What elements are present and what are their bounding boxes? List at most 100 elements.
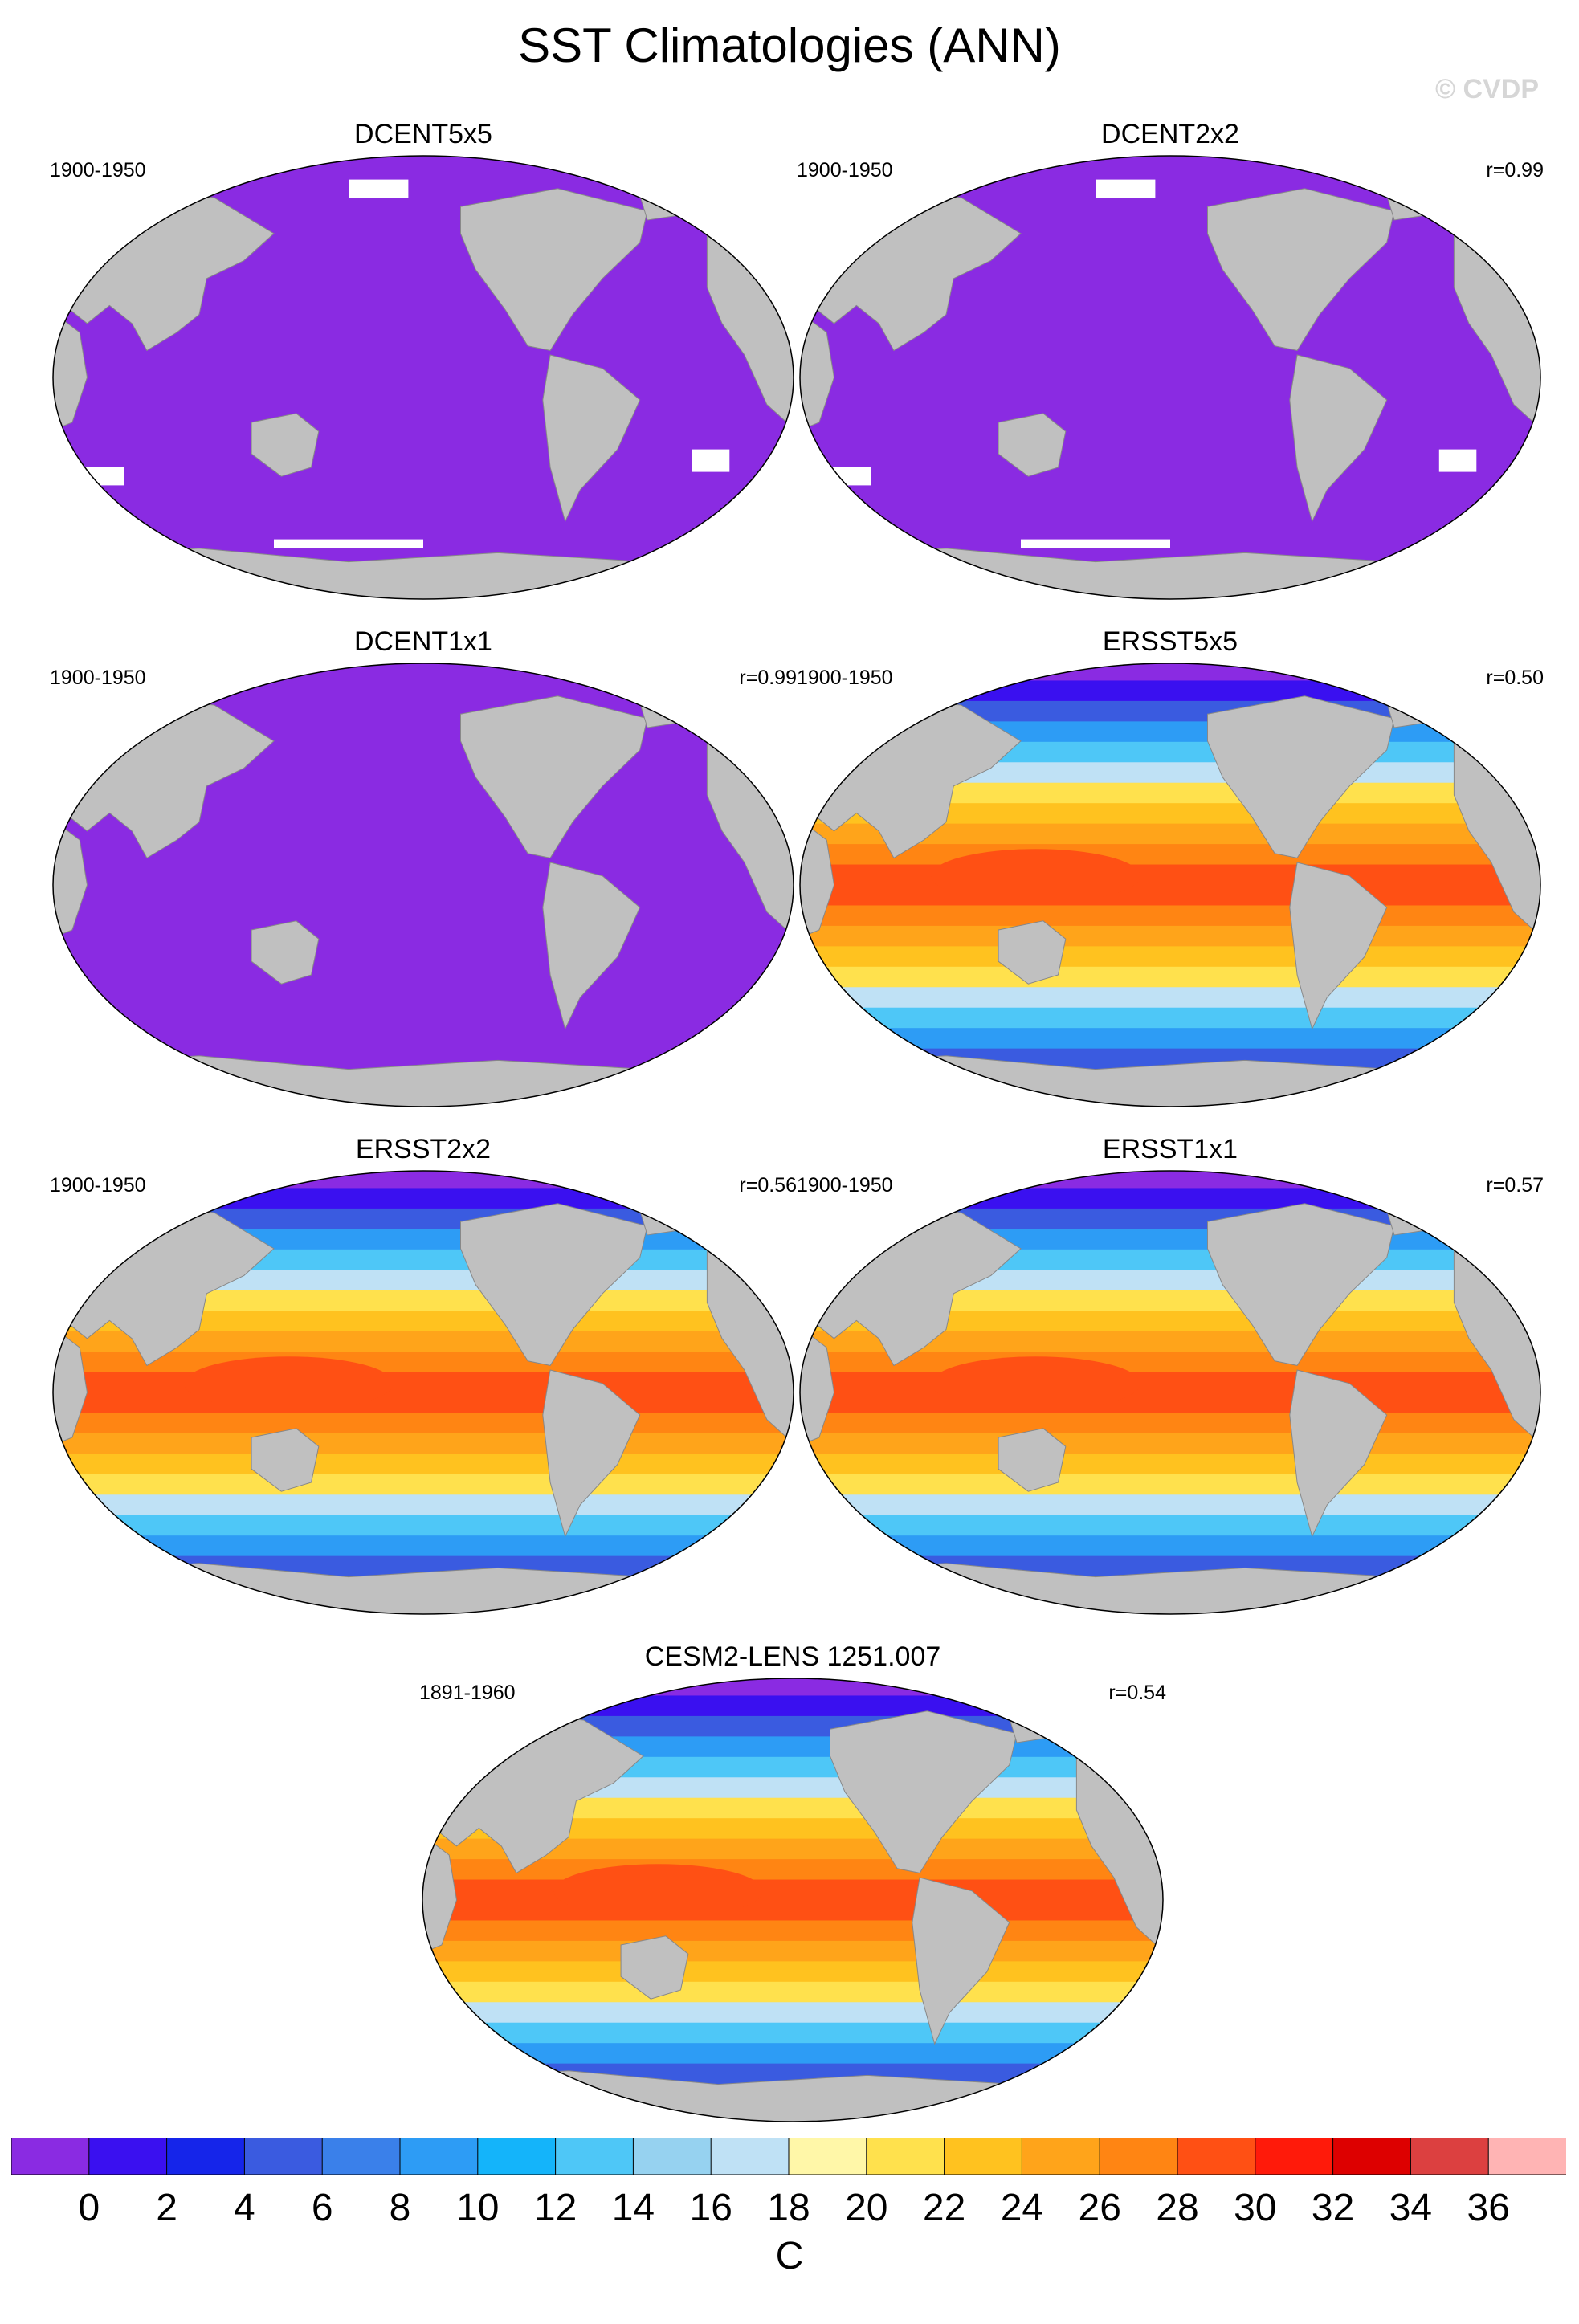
- land-mass: [542, 1369, 641, 1538]
- panel-title: CESM2-LENS 1251.007: [644, 1641, 941, 1672]
- world-map: [799, 155, 1541, 600]
- map-border: [52, 1170, 794, 1615]
- colorbar-tick: 22: [922, 2187, 966, 2229]
- colorbar-swatch: [1255, 2138, 1334, 2175]
- panel-period: 1891-1960: [419, 1682, 516, 1704]
- sst-band: [800, 966, 1540, 989]
- sst-band: [422, 1920, 1163, 1942]
- land-mass: [620, 1935, 689, 2000]
- colorbar-swatch: [1410, 2138, 1490, 2175]
- colorbar-swatch: [788, 2138, 867, 2175]
- colorbar-swatch: [710, 2138, 790, 2175]
- land-mass: [542, 354, 641, 523]
- colorbar-swatch: [555, 2138, 634, 2175]
- colorbar-swatch: [477, 2138, 557, 2175]
- sst-band: [800, 1474, 1540, 1496]
- panel-title: ERSST1x1: [1102, 1134, 1238, 1164]
- map-panel-ersst2x2: ERSST2x2 1900-1950 r=0.56: [50, 1134, 797, 1624]
- colorbar-tick: 20: [845, 2187, 888, 2229]
- sst-band: [422, 2043, 1163, 2065]
- sst-band: [800, 1494, 1540, 1516]
- sst-band: [800, 1413, 1540, 1434]
- sst-band: [53, 1494, 794, 1516]
- map-border: [422, 1678, 1164, 2122]
- sst-band: [800, 680, 1540, 702]
- colorbar-swatch: [1487, 2138, 1566, 2175]
- colorbar-swatch: [1099, 2138, 1178, 2175]
- sst-band: [800, 885, 1540, 907]
- land-mass: [1289, 1369, 1388, 1538]
- land-mass: [53, 1323, 88, 1447]
- land-mass: [1289, 354, 1388, 523]
- panel-title: DCENT2x2: [1101, 119, 1239, 149]
- land-mass: [1207, 695, 1395, 858]
- figure-title: SST Climatologies (ANN): [518, 18, 1061, 72]
- missing-data: [64, 467, 124, 486]
- map-border: [799, 155, 1541, 600]
- colorbar-swatch: [1177, 2138, 1256, 2175]
- sst-band: [53, 1454, 794, 1475]
- sst-band: [800, 1007, 1540, 1029]
- panel-correlation: r=0.50: [1486, 667, 1544, 689]
- panel-title: ERSST2x2: [355, 1134, 492, 1164]
- land-mass: [912, 1877, 1010, 2045]
- sst-band: [53, 1515, 794, 1537]
- colorbar-tick: 6: [311, 2187, 333, 2229]
- panel-correlation: r=0.99: [739, 667, 797, 689]
- map-border: [799, 1170, 1541, 1615]
- colorbar-swatch: [1021, 2138, 1101, 2175]
- sst-band: [422, 1695, 1163, 1717]
- world-map: [422, 1678, 1164, 2122]
- land-mass: [422, 1831, 458, 1955]
- panel-correlation: r=0.56: [739, 1174, 797, 1197]
- sst-band: [800, 1028, 1540, 1050]
- land-mass: [800, 816, 835, 940]
- map-panel-ersst1x1: ERSST1x1 1900-1950 r=0.57: [797, 1134, 1544, 1624]
- sst-band: [422, 2022, 1163, 2045]
- land-mass: [998, 920, 1067, 985]
- sst-band: [53, 1188, 794, 1209]
- land-mass: [251, 1428, 320, 1492]
- world-map: [52, 155, 794, 600]
- colorbar-tick: 2: [156, 2187, 177, 2229]
- panel-period: 1900-1950: [797, 159, 893, 181]
- colorbar-tick: 0: [78, 2187, 100, 2229]
- land-mass: [460, 1203, 648, 1366]
- colorbar-swatch: [243, 2138, 324, 2175]
- world-map: [52, 1170, 794, 1615]
- land-mass: [460, 695, 648, 858]
- panel-title: DCENT5x5: [354, 119, 492, 149]
- map-border: [52, 663, 794, 1107]
- missing-data: [1096, 179, 1156, 198]
- colorbar-tick: 18: [767, 2187, 810, 2229]
- sst-band: [800, 700, 1540, 723]
- land-mass: [53, 816, 88, 940]
- colorbar-tick: 28: [1156, 2187, 1199, 2229]
- colorbar-tick: 8: [389, 2187, 411, 2229]
- map-panel-ersst5x5: ERSST5x5 1900-1950 r=0.50: [797, 626, 1544, 1116]
- colorbar-swatch: [944, 2138, 1023, 2175]
- map-panel-dcent1x1: DCENT1x1 1900-1950 r=0.99: [50, 626, 797, 1116]
- colorbar-swatch: [321, 2138, 402, 2175]
- map-border: [799, 663, 1541, 1107]
- colorbar-swatch: [399, 2138, 479, 2175]
- sst-band: [800, 987, 1540, 1009]
- sst-band: [53, 1433, 794, 1455]
- land-mass: [53, 308, 88, 432]
- colorbar-swatch: [166, 2138, 246, 2175]
- sst-band: [800, 844, 1540, 866]
- sst-band: [800, 1433, 1540, 1455]
- panel-title: ERSST5x5: [1102, 626, 1238, 657]
- sst-band: [422, 2002, 1163, 2024]
- land-mass: [998, 1428, 1067, 1492]
- panel-period: 1900-1950: [50, 159, 146, 181]
- world-map: [799, 1170, 1541, 1615]
- colorbar-tick: 36: [1467, 2187, 1510, 2229]
- colorbar-units: C: [775, 2235, 804, 2277]
- colorbar-tick-labels: 0 2 4 6 8 10 12 14 16 18 20 22 24 26 28 30 32 34 36: [11, 2186, 1566, 2234]
- sst-band: [800, 1372, 1540, 1393]
- missing-data: [1438, 449, 1477, 472]
- land-mass: [251, 413, 320, 477]
- map-border: [52, 155, 794, 600]
- land-mass: [251, 920, 320, 985]
